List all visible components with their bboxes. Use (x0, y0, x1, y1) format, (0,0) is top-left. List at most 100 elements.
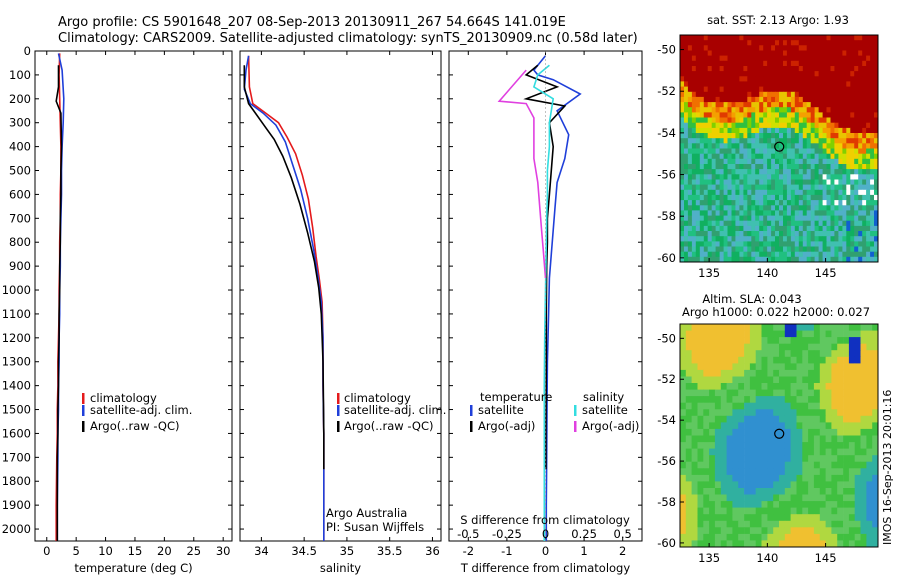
map-cell (806, 215, 812, 222)
map-cell (846, 153, 851, 160)
map-cell (872, 540, 879, 548)
map-cell (739, 179, 744, 186)
map-cell (783, 81, 788, 87)
map-cell (763, 143, 768, 149)
map-cell (685, 540, 692, 548)
map-cell (697, 527, 704, 535)
map-cell (810, 251, 816, 258)
map-cell (707, 143, 713, 149)
map-cell (726, 415, 733, 423)
map-cell (743, 107, 748, 113)
map-cell (786, 91, 792, 98)
map-cell (738, 461, 745, 469)
map-cell (842, 107, 847, 113)
map-cell (761, 363, 768, 371)
map-cell (687, 81, 693, 87)
map-cell (834, 66, 839, 72)
map-cell (773, 376, 780, 384)
map-cell (783, 225, 788, 232)
map-cell (759, 205, 764, 211)
map-cell (767, 435, 774, 443)
map-cell (786, 35, 792, 41)
map-cell (854, 107, 859, 113)
map-cell (691, 488, 698, 495)
map-cell (771, 143, 776, 149)
map-cell (763, 55, 768, 62)
map-cell (866, 107, 871, 113)
map-cell (808, 415, 815, 423)
map-cell (779, 143, 784, 149)
map-cell (744, 415, 751, 423)
map-cell (818, 138, 823, 144)
map-cell (755, 428, 762, 436)
map-cell (715, 76, 720, 82)
map-cell (751, 35, 756, 41)
map-cell (802, 337, 809, 345)
map-cell (767, 112, 772, 118)
map-cell (850, 210, 855, 216)
map-cell (732, 474, 739, 482)
map-cell (858, 122, 863, 129)
map-cell (850, 231, 855, 237)
map-cell (784, 474, 791, 482)
map-cell (714, 422, 722, 430)
map-cell (680, 435, 687, 443)
map-cell (759, 66, 764, 72)
map-cell (773, 330, 780, 338)
map-cell (771, 236, 776, 242)
map-cell (825, 422, 832, 430)
map-cell (870, 169, 875, 175)
map-cell (850, 225, 855, 232)
map-cell (703, 415, 710, 423)
map-cell (796, 376, 803, 384)
map-cell (825, 402, 832, 410)
map-cell (695, 40, 701, 46)
map-cell (743, 231, 748, 237)
map-cell (826, 60, 831, 67)
map-cell (707, 112, 713, 118)
map-cell (806, 76, 812, 82)
map-cell (738, 350, 745, 358)
map-cell (749, 428, 757, 436)
map-cell (830, 107, 835, 113)
map-cell (870, 96, 875, 103)
map-cell (767, 179, 772, 186)
map-cell (838, 40, 843, 46)
map-cell (802, 174, 808, 180)
map-cell (826, 143, 831, 149)
map-cell (739, 231, 744, 237)
map-cell (703, 514, 710, 522)
map-cell (720, 494, 727, 502)
map-cell (814, 210, 819, 216)
map-cell (779, 422, 786, 430)
map-cell (866, 220, 871, 227)
map-cell (763, 210, 768, 216)
map-cell (723, 96, 728, 103)
map-cell (719, 112, 724, 118)
map-cell (862, 107, 867, 113)
map-cell (825, 468, 832, 476)
map-cell (802, 184, 808, 191)
map-cell (802, 402, 809, 410)
y-tick-label: 1600 (2, 426, 31, 440)
map-cell (779, 107, 784, 113)
map-cell (874, 225, 879, 232)
map-cell (846, 81, 851, 87)
map-cell (731, 225, 736, 232)
map-cell (771, 50, 776, 57)
map-cell (822, 40, 827, 46)
map-cell (794, 215, 800, 222)
map-cell (715, 60, 720, 67)
map-cell (727, 55, 732, 62)
sla-map-title-line2: Argo h1000: 0.022 h2000: 0.027 (682, 305, 870, 319)
map-cell (763, 40, 768, 46)
map-cell (684, 241, 689, 247)
map-cell (806, 81, 812, 87)
map-cell (830, 112, 835, 118)
map-cell (747, 107, 752, 113)
map-cell (680, 422, 687, 430)
map-cell (695, 143, 701, 149)
map-cell (761, 389, 768, 397)
map-cell (794, 164, 800, 170)
map-cell (691, 396, 698, 404)
